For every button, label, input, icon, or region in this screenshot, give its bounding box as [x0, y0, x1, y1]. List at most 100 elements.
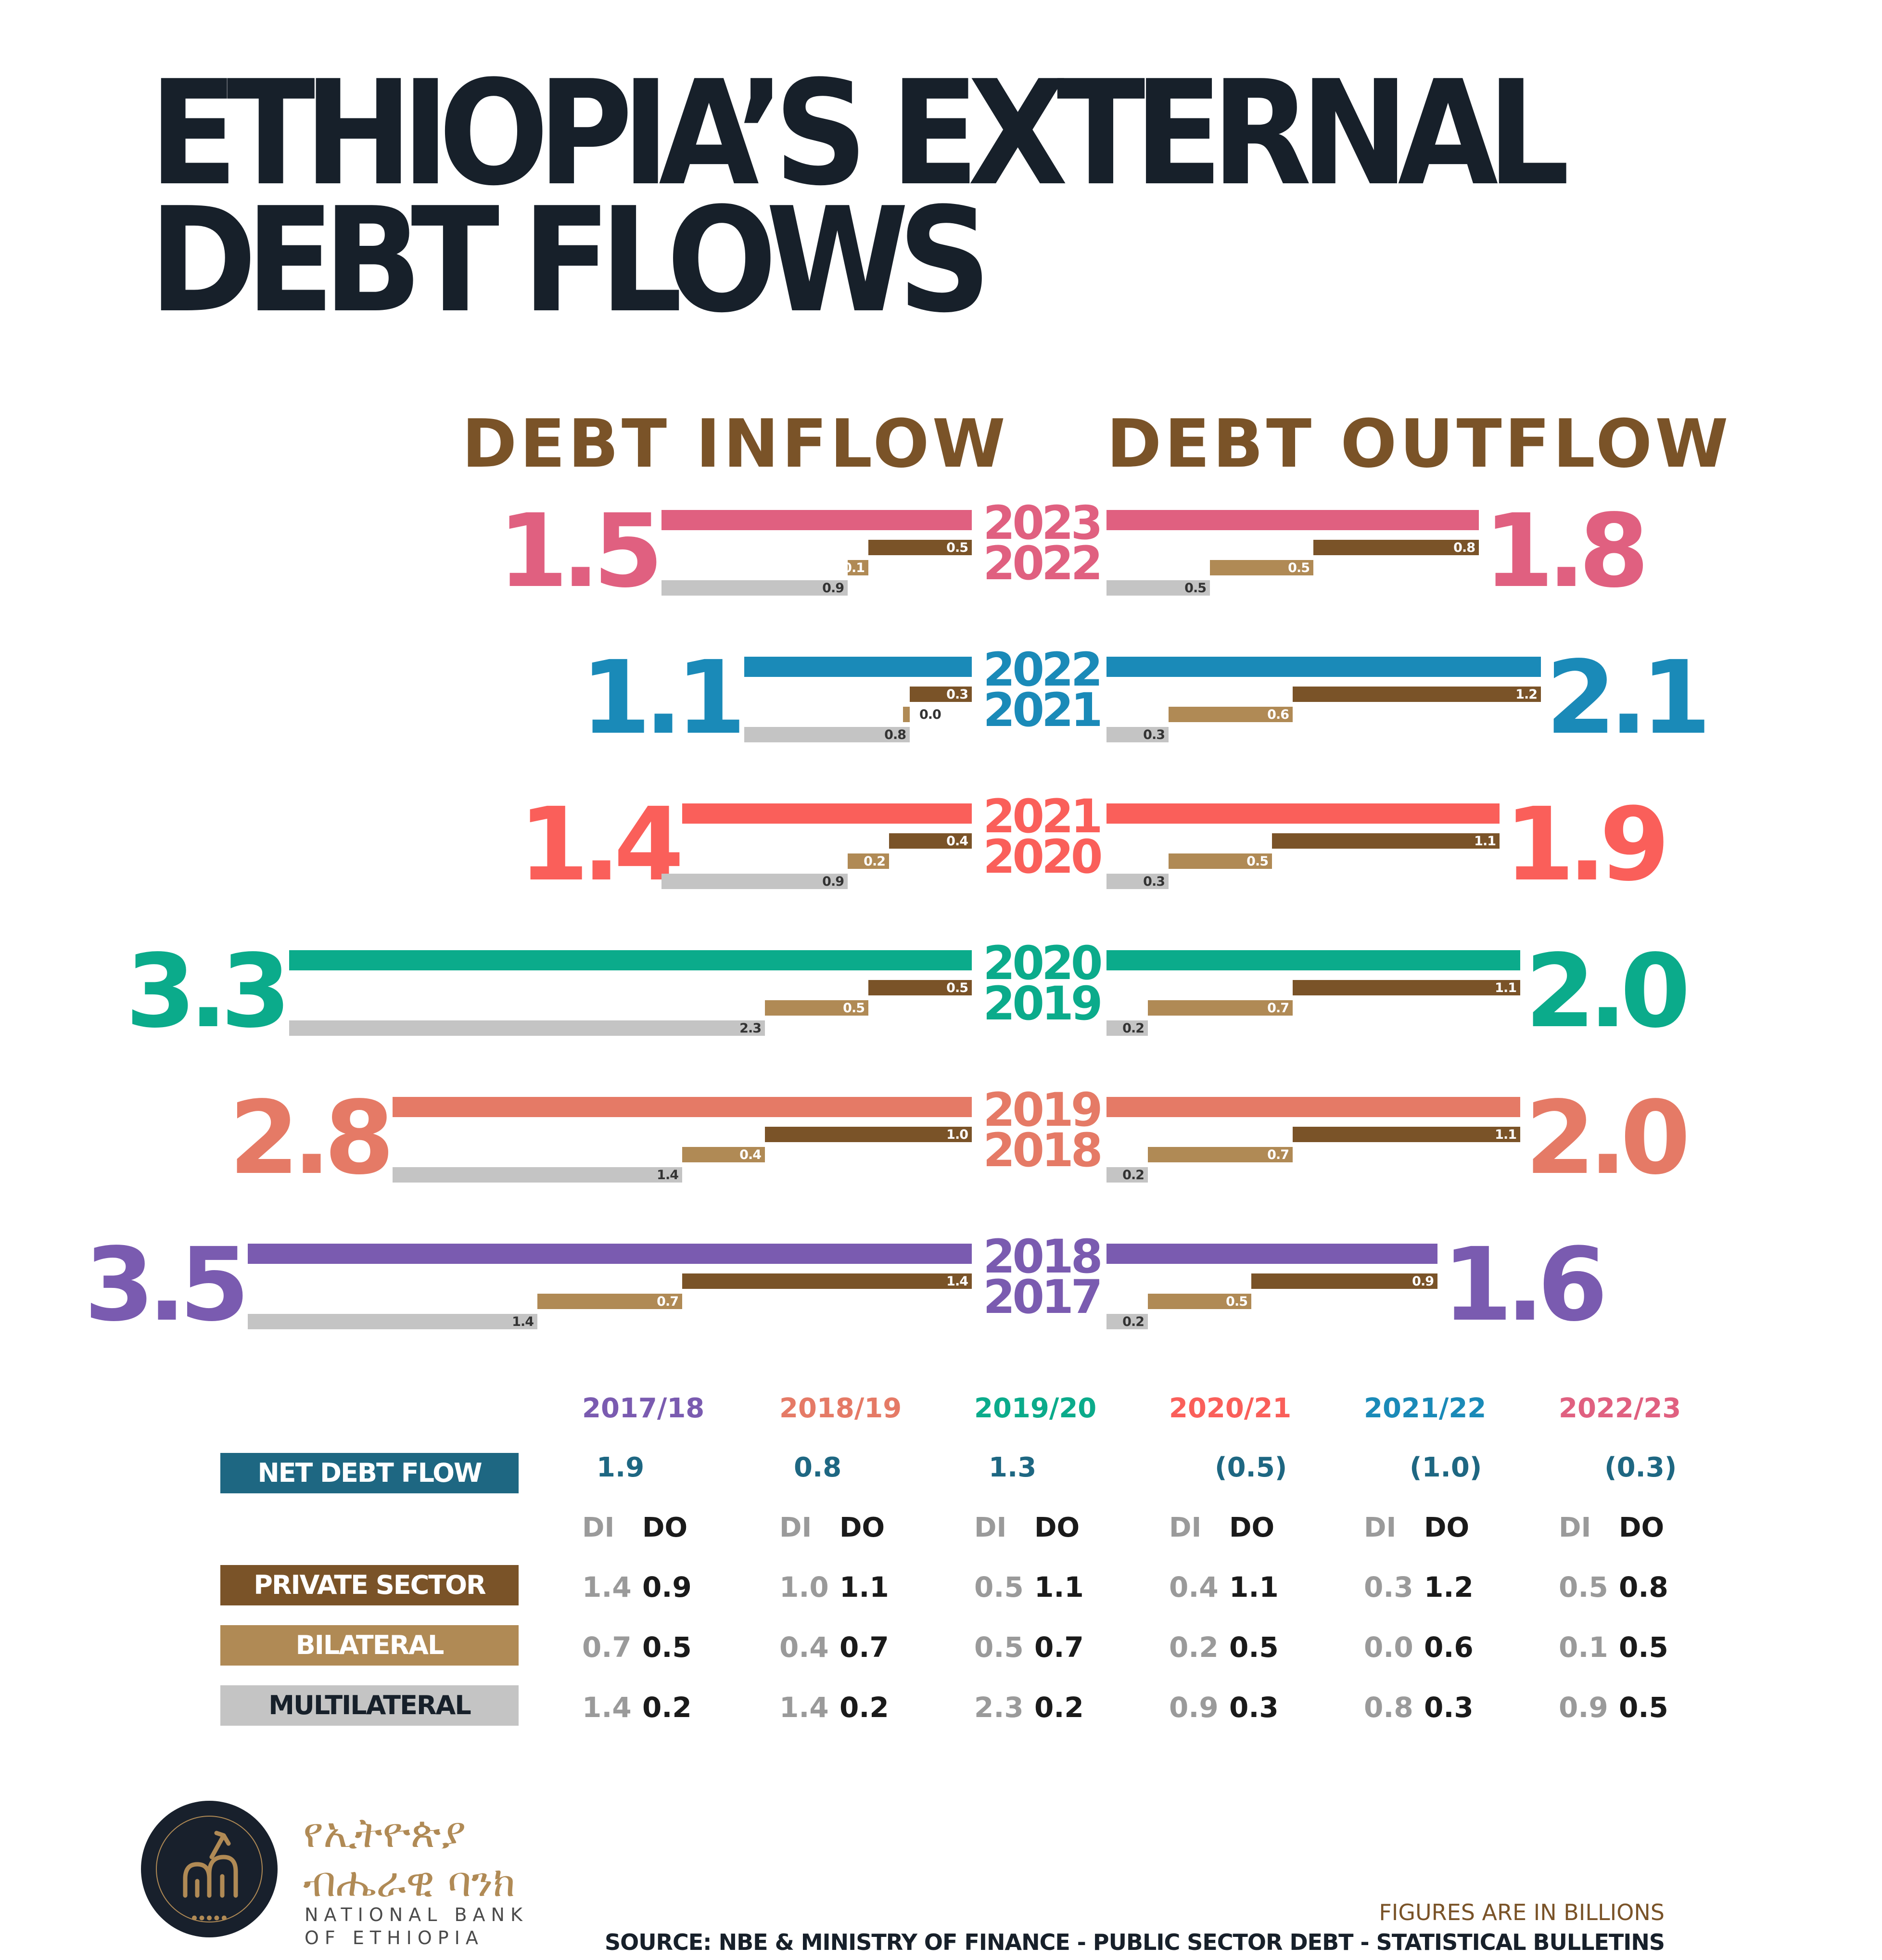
- di-column-label: DI: [1169, 1512, 1202, 1543]
- table-di-value: 0.4: [1169, 1571, 1219, 1604]
- inflow-multilateral-value: 2.3: [739, 1021, 761, 1036]
- inflow-private-bar: [868, 540, 972, 555]
- inflow-bilateral-value: 0.1: [843, 560, 865, 575]
- do-column-label: DO: [642, 1512, 688, 1543]
- outflow-bilateral-value: 0.7: [1267, 1147, 1289, 1162]
- page-title-line-1: ETHIOPIA’S EXTERNAL: [149, 50, 1570, 217]
- table-di-value: 1.0: [779, 1571, 829, 1604]
- inflow-bilateral-bar: [848, 560, 868, 575]
- outflow-bilateral-bar: [1148, 1000, 1293, 1016]
- logo-amharic-line-2: ብሔራዊ ባንክ: [303, 1858, 516, 1906]
- inflow-private-value: 1.0: [946, 1127, 968, 1142]
- net-debt-flow-value: 1.9: [597, 1452, 645, 1483]
- table-di-value: 0.5: [1559, 1571, 1608, 1604]
- logo-amharic-line-1: የኢትዮጵያ: [303, 1809, 466, 1857]
- year-label-upper: 2021: [983, 789, 1100, 843]
- year-label-upper: 2022: [983, 643, 1100, 697]
- outflow-multilateral-bar: [1106, 1314, 1148, 1329]
- do-column-label: DO: [1424, 1512, 1470, 1543]
- inflow-multilateral-bar: [393, 1167, 682, 1183]
- outflow-multilateral-value: 0.5: [1184, 581, 1206, 596]
- outflow-multilateral-value: 0.3: [1143, 874, 1165, 889]
- inflow-total-label: 1.5: [498, 492, 657, 610]
- outflow-private-value: 1.1: [1495, 980, 1516, 995]
- table-year-header: 2021/22: [1364, 1393, 1487, 1424]
- inflow-multilateral-bar: [744, 727, 910, 742]
- table-do-value: 0.5: [642, 1631, 692, 1664]
- table-di-value: 0.5: [974, 1571, 1024, 1604]
- table-di-value: 0.9: [1559, 1691, 1608, 1724]
- table-di-value: 1.4: [582, 1691, 632, 1724]
- table-do-value: 0.6: [1424, 1631, 1474, 1664]
- table-year-header: 2018/19: [779, 1393, 902, 1424]
- inflow-total-bar: [248, 1244, 972, 1264]
- outflow-private-value: 1.1: [1495, 1127, 1516, 1142]
- outflow-private-value: 0.8: [1453, 540, 1475, 555]
- table-do-value: 0.5: [1619, 1691, 1668, 1724]
- inflow-multilateral-bar: [661, 874, 848, 889]
- inflow-total-label: 1.1: [581, 639, 739, 757]
- outflow-private-value: 0.9: [1412, 1274, 1434, 1289]
- year-label-upper: 2020: [983, 936, 1101, 990]
- outflow-bilateral-value: 0.5: [1226, 1294, 1247, 1309]
- outflow-multilateral-value: 0.2: [1122, 1314, 1144, 1329]
- table-do-value: 0.3: [1229, 1691, 1279, 1724]
- table-di-value: 0.0: [1364, 1631, 1413, 1664]
- outflow-bilateral-bar: [1148, 1147, 1293, 1162]
- outflow-total-label: 1.6: [1442, 1226, 1602, 1344]
- do-column-label: DO: [1229, 1512, 1275, 1543]
- outflow-multilateral-bar: [1106, 727, 1169, 742]
- outflow-total-bar: [1106, 1097, 1520, 1117]
- outflow-bilateral-value: 0.5: [1288, 560, 1310, 575]
- inflow-total-label: 1.4: [519, 786, 680, 904]
- table-di-value: 0.9: [1169, 1691, 1219, 1724]
- year-label-upper: 2019: [983, 1083, 1100, 1137]
- inflow-multilateral-bar: [661, 580, 848, 596]
- outflow-private-bar: [1272, 833, 1500, 849]
- inflow-multilateral-bar: [248, 1314, 537, 1329]
- inflow-multilateral-value: 1.4: [512, 1314, 534, 1329]
- inflow-private-bar: [889, 833, 972, 849]
- inflow-multilateral-value: 0.9: [822, 581, 844, 596]
- outflow-bilateral-bar: [1169, 853, 1272, 869]
- inflow-bilateral-value: 0.0: [919, 707, 941, 722]
- table-do-value: 0.2: [839, 1691, 889, 1724]
- outflow-total-label: 1.9: [1504, 786, 1664, 904]
- source-note: SOURCE: NBE & MINISTRY OF FINANCE - PUBL…: [604, 1929, 1665, 1955]
- year-label-lower: 2022: [983, 536, 1100, 590]
- row-label-multilateral: MULTILATERAL: [220, 1685, 519, 1726]
- table-do-value: 0.5: [1229, 1631, 1279, 1664]
- table-di-value: 1.4: [779, 1691, 829, 1724]
- net-debt-flow-value: (0.3): [1604, 1452, 1677, 1483]
- year-label-lower: 2019: [983, 977, 1100, 1031]
- inflow-total-bar: [393, 1097, 972, 1117]
- inflow-private-bar: [910, 687, 972, 702]
- table-di-value: 0.4: [779, 1631, 829, 1664]
- nbe-seal-logo: ● ● ● ● ●: [141, 1801, 278, 1937]
- outflow-private-bar: [1293, 687, 1541, 702]
- svg-text:● ● ● ● ●: ● ● ● ● ●: [191, 1914, 227, 1922]
- inflow-bilateral-bar: [903, 707, 910, 722]
- di-column-label: DI: [779, 1512, 812, 1543]
- inflow-multilateral-value: 0.8: [884, 727, 906, 742]
- outflow-private-value: 1.2: [1515, 687, 1537, 702]
- table-year-header: 2020/21: [1169, 1393, 1292, 1424]
- page-title-line-2: DEBT FLOWS: [149, 177, 992, 344]
- table-do-value: 0.8: [1619, 1571, 1668, 1604]
- inflow-private-value: 0.5: [946, 540, 968, 555]
- year-label-lower: 2020: [983, 830, 1101, 884]
- table-do-value: 1.1: [839, 1571, 889, 1604]
- debt-outflow-header: DEBT OUTFLOW: [1106, 405, 1731, 483]
- di-column-label: DI: [582, 1512, 615, 1543]
- di-column-label: DI: [1364, 1512, 1397, 1543]
- year-label-upper: 2023: [983, 496, 1100, 550]
- outflow-total-label: 1.8: [1484, 492, 1643, 610]
- table-di-value: 0.2: [1169, 1631, 1219, 1664]
- table-di-value: 0.7: [582, 1631, 632, 1664]
- figures-note: FIGURES ARE IN BILLIONS: [1379, 1899, 1665, 1925]
- inflow-total-label: 3.3: [126, 932, 284, 1050]
- table-di-value: 0.5: [974, 1631, 1024, 1664]
- year-label-upper: 2018: [983, 1230, 1100, 1284]
